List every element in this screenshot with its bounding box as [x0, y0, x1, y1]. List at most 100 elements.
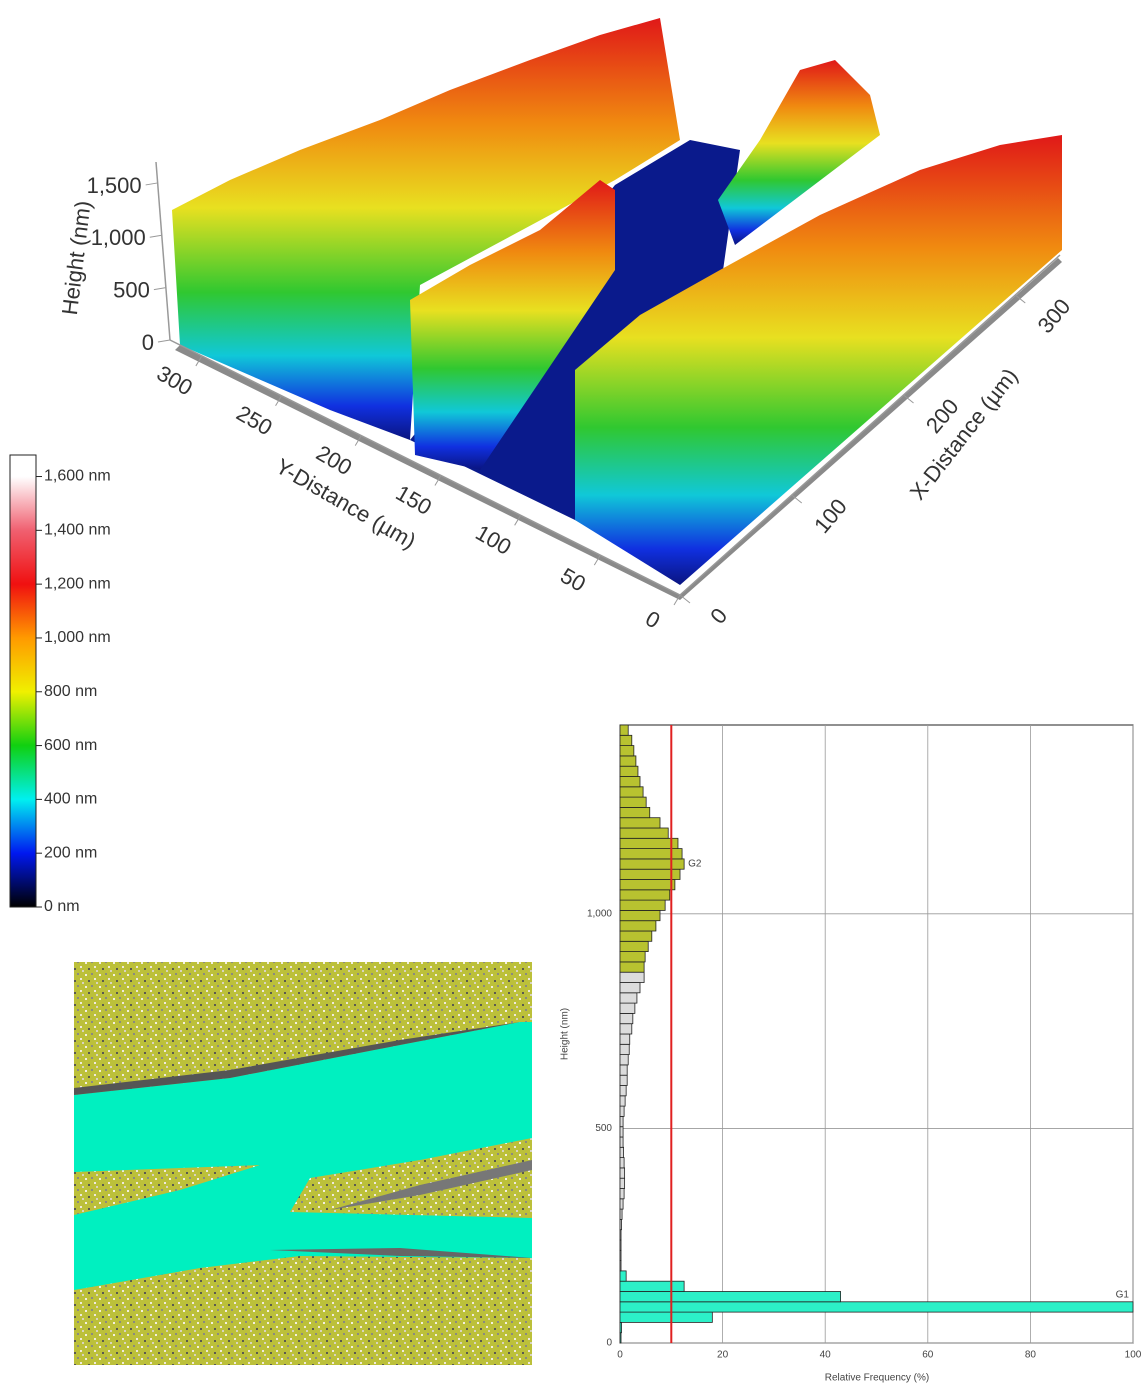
x-tick — [679, 594, 691, 604]
bar — [619, 745, 635, 757]
x-tick — [791, 494, 803, 504]
bar — [619, 1126, 624, 1138]
bar — [619, 786, 644, 798]
colorbar-tick-label: 200 nm — [44, 844, 97, 861]
z-tick-label: 1,500 — [87, 173, 142, 198]
y-tick-label: 0 — [606, 1338, 612, 1349]
bar — [619, 1157, 625, 1169]
y-tick-label: 300 — [153, 360, 197, 400]
bar — [619, 1260, 622, 1272]
bar — [619, 755, 637, 767]
z-tick-label: 1,000 — [91, 225, 146, 250]
bar — [619, 1301, 1134, 1313]
bar — [619, 817, 661, 829]
y-tick — [593, 554, 601, 566]
x-tick-label: 80 — [1025, 1350, 1037, 1361]
x-tick-label: 20 — [717, 1350, 729, 1361]
surface — [172, 18, 1062, 600]
bar — [619, 776, 641, 788]
bar — [619, 1219, 622, 1231]
bar — [619, 807, 651, 819]
y-tick-label: 250 — [232, 400, 276, 440]
bar — [619, 848, 683, 860]
bar — [619, 1311, 713, 1323]
colorbar-tick-label: 1,400 nm — [44, 522, 111, 539]
z-tick — [153, 287, 166, 291]
y-tick — [195, 355, 203, 367]
y-axis-label: Height (nm) — [560, 1008, 571, 1060]
bar — [619, 971, 645, 983]
bar — [619, 1023, 633, 1035]
bar — [619, 1033, 631, 1045]
x-tick — [1014, 294, 1026, 304]
z-tick — [145, 182, 158, 186]
colorbar — [9, 454, 37, 908]
bar — [619, 992, 638, 1004]
x-tick-label: 60 — [922, 1350, 934, 1361]
x-axis-label: Relative Frequency (%) — [825, 1373, 929, 1384]
colorbar-tick-label: 1,600 nm — [44, 468, 111, 485]
bar — [619, 858, 685, 870]
bar — [619, 879, 676, 891]
y-tick — [514, 515, 522, 526]
colorbar-tick-label: 600 nm — [44, 737, 97, 754]
x-tick-label: 0 — [617, 1350, 623, 1361]
bar — [619, 1322, 622, 1334]
bar — [619, 1043, 630, 1056]
x-tick-label: 300 — [1033, 294, 1076, 338]
bar — [619, 1188, 625, 1200]
bar — [619, 889, 671, 901]
bar — [619, 1013, 634, 1025]
bar — [619, 1002, 636, 1014]
y-tick-label: 150 — [392, 480, 436, 520]
bar — [619, 920, 657, 932]
bar — [619, 1105, 625, 1117]
bar — [619, 1177, 626, 1189]
bar — [619, 899, 666, 911]
bar — [619, 1054, 629, 1066]
bar — [619, 1249, 622, 1262]
y-tick — [673, 594, 681, 606]
bar — [619, 1239, 622, 1251]
bar — [619, 1116, 624, 1128]
z-tick-label: 500 — [113, 277, 150, 302]
group-label: G2 — [688, 859, 702, 870]
z-tick-label: 0 — [142, 330, 154, 355]
bar — [619, 1291, 841, 1303]
colorbar-tick-label: 1,000 nm — [44, 629, 111, 646]
x-tick-label: 40 — [820, 1350, 832, 1361]
bar — [619, 1064, 628, 1076]
bar — [619, 734, 633, 746]
bar — [619, 930, 653, 942]
plot-frame — [619, 724, 1134, 1344]
bar — [619, 1146, 624, 1159]
x-tick — [903, 394, 914, 404]
bar — [619, 1095, 626, 1107]
bar — [619, 910, 661, 922]
x-tick-label: 0 — [705, 603, 732, 628]
bar — [619, 1167, 626, 1179]
bar — [619, 940, 649, 952]
bar — [619, 1332, 622, 1344]
bar — [619, 1074, 628, 1086]
y-tick-label: 1,000 — [587, 908, 612, 919]
bar — [619, 1208, 623, 1220]
y-tick-label: 50 — [556, 563, 590, 597]
bar — [619, 1270, 627, 1282]
y-tick-label: 100 — [471, 520, 515, 560]
bar — [619, 961, 645, 973]
y-tick — [434, 475, 442, 486]
z-tick — [157, 339, 171, 343]
segmentation-image — [74, 962, 532, 1365]
colorbar-tick-label: 1,200 nm — [44, 575, 111, 592]
bar — [619, 827, 669, 839]
bar — [619, 1085, 627, 1097]
z-axis-label: Height (nm) — [57, 199, 96, 316]
bar — [619, 1280, 685, 1292]
bar — [619, 1229, 622, 1241]
colorbar-tick-label: 0 nm — [44, 898, 80, 915]
bar — [619, 765, 639, 777]
group-label: G1 — [1116, 1290, 1130, 1301]
bar — [619, 1136, 624, 1148]
y-tick-label: 0 — [641, 606, 664, 634]
